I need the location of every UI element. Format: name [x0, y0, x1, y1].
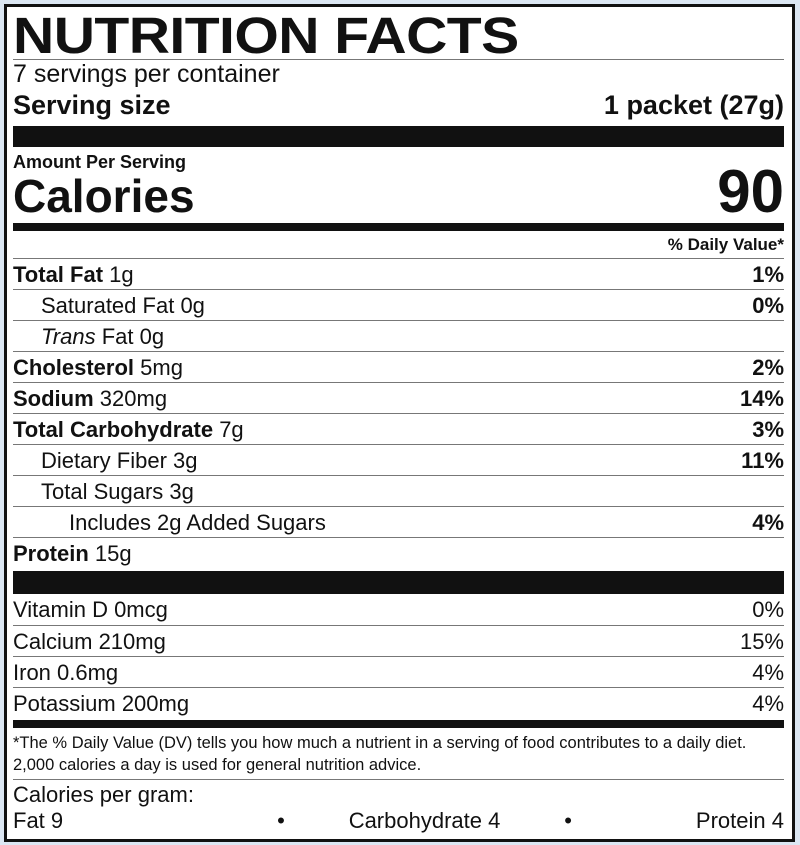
- daily-value-percent: 0%: [752, 293, 784, 318]
- daily-value-percent: 4%: [752, 691, 784, 716]
- footnote: *The % Daily Value (DV) tells you how mu…: [13, 728, 784, 780]
- nutrient-label: Dietary Fiber: [41, 448, 167, 473]
- nutrient-row: Includes 2g Added Sugars 4%: [13, 506, 784, 537]
- nutrient-label: Sodium: [13, 386, 94, 411]
- daily-value-header: % Daily Value*: [667, 235, 784, 254]
- nutrient-label: Total Fat: [13, 262, 104, 287]
- nutrient-row: Saturated Fat 0g 0%: [13, 289, 784, 320]
- nutrient-name: Trans Fat 0g: [13, 321, 164, 351]
- calories-value: 90: [717, 158, 784, 225]
- daily-value-percent: 2%: [752, 355, 784, 380]
- nutrient-label-suffix: Fat: [101, 324, 134, 349]
- daily-value-percent: 11%: [741, 448, 784, 473]
- carbohydrate-per-gram: Carbohydrate 4: [348, 808, 501, 833]
- daily-value-percent: 1%: [752, 262, 784, 287]
- calories-label: Calories: [13, 170, 195, 222]
- nutrient-name: Total Carbohydrate 7g: [13, 414, 244, 444]
- calories-per-gram-row: Fat 9 • Carbohydrate 4 • Protein 4: [13, 808, 784, 834]
- daily-value-percent: 4%: [752, 510, 784, 535]
- thick-divider: [13, 571, 784, 594]
- nutrient-list: Total Fat 1g 1% Saturated Fat 0g 0% Trans Fa…: [13, 258, 784, 568]
- nutrient-name: Protein 15g: [13, 538, 132, 568]
- nutrient-row: Dietary Fiber 3g 11%: [13, 444, 784, 475]
- nutrient-label: Trans: [41, 324, 96, 349]
- nutrient-amount: 0g: [180, 293, 205, 318]
- amount-per-serving: Amount Per Serving: [13, 152, 187, 172]
- nutrient-name: Includes 2g Added Sugars: [13, 507, 326, 537]
- nutrient-label: Includes 2g Added Sugars: [69, 510, 326, 535]
- vitamin-row: Potassium 200mg 4%: [13, 687, 784, 718]
- daily-value-percent: 3%: [752, 417, 784, 442]
- medium-divider: [13, 223, 784, 231]
- vitamin-row: Vitamin D 0mcg 0%: [13, 594, 784, 625]
- thick-divider: [13, 126, 784, 147]
- nutrient-amount: 3g: [169, 479, 194, 504]
- nutrient-name: Saturated Fat 0g: [13, 290, 205, 320]
- vitamin-list: Vitamin D 0mcg 0% Calcium 210mg 15% Iron 0.6…: [13, 594, 784, 718]
- nutrient-row: Total Fat 1g 1%: [13, 258, 784, 289]
- nutrient-name: Dietary Fiber 3g: [13, 445, 198, 475]
- nutrient-amount: 1g: [109, 262, 134, 287]
- fat-per-gram: Fat 9: [13, 808, 64, 833]
- label-title: NUTRITION FACTS: [13, 7, 519, 64]
- servings-per-container: 7 servings per container: [13, 60, 280, 88]
- serving-size-label: Serving size: [13, 90, 171, 120]
- nutrient-label: Total Carbohydrate: [13, 417, 214, 442]
- nutrient-label: Saturated Fat: [41, 293, 175, 318]
- nutrient-name: Total Sugars 3g: [13, 476, 194, 506]
- nutrient-row: Total Carbohydrate 7g 3%: [13, 413, 784, 444]
- vitamin-name: Potassium 200mg: [13, 691, 190, 716]
- divider: [13, 59, 784, 60]
- vitamin-name: Vitamin D 0mcg: [13, 597, 168, 622]
- daily-value-percent: 0%: [752, 597, 784, 622]
- nutrient-name: Total Fat 1g: [13, 259, 134, 289]
- calories-row: Calories 90: [13, 162, 784, 222]
- calories-per-gram-label: Calories per gram:: [13, 782, 194, 807]
- nutrient-row: Protein 15g: [13, 537, 784, 568]
- nutrient-amount: 5mg: [140, 355, 183, 380]
- vitamin-name: Iron 0.6mg: [13, 660, 119, 685]
- nutrient-row: Trans Fat 0g: [13, 320, 784, 351]
- nutrient-amount: 7g: [219, 417, 244, 442]
- daily-value-percent: 14%: [739, 386, 784, 411]
- nutrient-amount: 3g: [173, 448, 198, 473]
- nutrient-row: Cholesterol 5mg 2%: [13, 351, 784, 382]
- daily-value-percent: 15%: [739, 629, 784, 654]
- nutrient-row: Sodium 320mg 14%: [13, 382, 784, 413]
- nutrient-amount: 15g: [94, 541, 132, 566]
- nutrition-facts-label: NUTRITION FACTS 7 servings per container…: [4, 4, 795, 842]
- nutrient-label: Total Sugars: [41, 479, 164, 504]
- bullet-separator: •: [277, 808, 285, 833]
- daily-value-percent: 4%: [752, 660, 784, 685]
- vitamin-name: Calcium 210mg: [13, 629, 166, 654]
- vitamin-row: Iron 0.6mg 4%: [13, 656, 784, 687]
- medium-divider: [13, 720, 784, 728]
- nutrient-label: Protein: [13, 541, 89, 566]
- nutrient-name: Sodium 320mg: [13, 383, 167, 413]
- nutrient-name: Cholesterol 5mg: [13, 352, 183, 382]
- nutrient-amount: 320mg: [99, 386, 168, 411]
- nutrient-label: Cholesterol: [13, 355, 135, 380]
- nutrient-row: Total Sugars 3g: [13, 475, 784, 506]
- nutrient-amount: 0g: [139, 324, 165, 349]
- vitamin-row: Calcium 210mg 15%: [13, 625, 784, 656]
- protein-per-gram: Protein 4: [695, 808, 784, 833]
- bullet-separator: •: [564, 808, 572, 833]
- serving-size: Serving size 1 packet (27g): [13, 89, 784, 121]
- serving-size-value: 1 packet (27g): [603, 90, 784, 120]
